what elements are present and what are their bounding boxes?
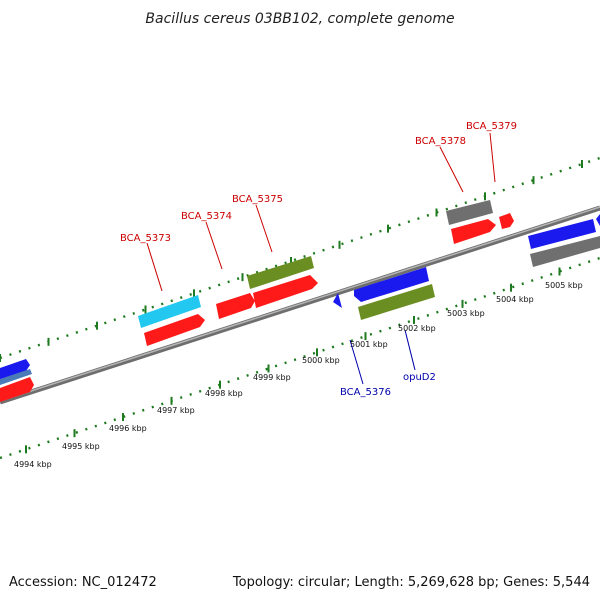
label-leaders <box>146 132 496 385</box>
gene-blue-edge[interactable] <box>596 214 600 226</box>
scale-label-4995: 4995 kbp <box>62 442 100 451</box>
genome-backbone-highlight <box>0 206 600 402</box>
gene-features <box>0 200 600 402</box>
gene-label-bca-5373[interactable]: BCA_5373 <box>120 233 171 244</box>
gene-label-opud2[interactable]: opuD2 <box>403 372 436 383</box>
scale-label-5000: 5000 kbp <box>302 356 340 365</box>
gene-red-5378[interactable] <box>451 219 496 244</box>
gene-label-bca-5379[interactable]: BCA_5379 <box>466 121 517 132</box>
gene-labels: BCA_5373 BCA_5374 BCA_5375 BCA_5378 BCA_… <box>120 121 517 398</box>
gene-label-bca-5374[interactable]: BCA_5374 <box>181 211 232 222</box>
gene-label-bca-5378[interactable]: BCA_5378 <box>415 136 466 147</box>
gene-gray-right[interactable] <box>530 236 600 267</box>
scale-label-5003: 5003 kbp <box>447 309 485 318</box>
major-ticks <box>0 160 583 454</box>
outer-dotted-track <box>0 156 600 360</box>
scale-label-5002: 5002 kbp <box>398 324 436 333</box>
gene-blue-left[interactable] <box>0 359 30 380</box>
gene-red-left[interactable] <box>0 377 34 402</box>
accession-text: Accession: NC_012472 <box>9 575 157 590</box>
scale-label-4994: 4994 kbp <box>14 460 52 469</box>
gene-blue-5376[interactable] <box>354 267 429 302</box>
gene-red-5379[interactable] <box>499 213 514 229</box>
gene-red-5374[interactable] <box>216 293 255 319</box>
genome-title: Bacillus cereus 03BB102, complete genome <box>145 11 454 27</box>
gene-olive-5375[interactable] <box>247 256 314 289</box>
scale-label-4999: 4999 kbp <box>253 373 291 382</box>
scale-label-5001: 5001 kbp <box>350 340 388 349</box>
gene-red-5373[interactable] <box>144 314 205 346</box>
gene-blue-right[interactable] <box>528 219 596 249</box>
gene-label-bca-5376[interactable]: BCA_5376 <box>340 387 391 398</box>
scale-label-5004: 5004 kbp <box>496 295 534 304</box>
gene-steel-left[interactable] <box>0 369 32 385</box>
gene-gray-5378[interactable] <box>446 200 493 225</box>
gene-red-5375[interactable] <box>253 275 318 308</box>
scale-label-5005: 5005 kbp <box>545 281 583 290</box>
gene-label-bca-5375[interactable]: BCA_5375 <box>232 194 283 205</box>
gene-cyan-5373[interactable] <box>138 295 201 328</box>
gene-olive-opuD2[interactable] <box>358 284 435 320</box>
gene-blue-small[interactable] <box>333 293 342 308</box>
scale-labels: 4994 kbp 4995 kbp 4996 kbp 4997 kbp 4998… <box>14 281 583 469</box>
scale-label-4996: 4996 kbp <box>109 424 147 433</box>
genome-summary-text: Topology: circular; Length: 5,269,628 bp… <box>232 575 590 590</box>
scale-label-4998: 4998 kbp <box>205 389 243 398</box>
scale-label-4997: 4997 kbp <box>157 406 195 415</box>
genome-backbone <box>0 205 600 405</box>
